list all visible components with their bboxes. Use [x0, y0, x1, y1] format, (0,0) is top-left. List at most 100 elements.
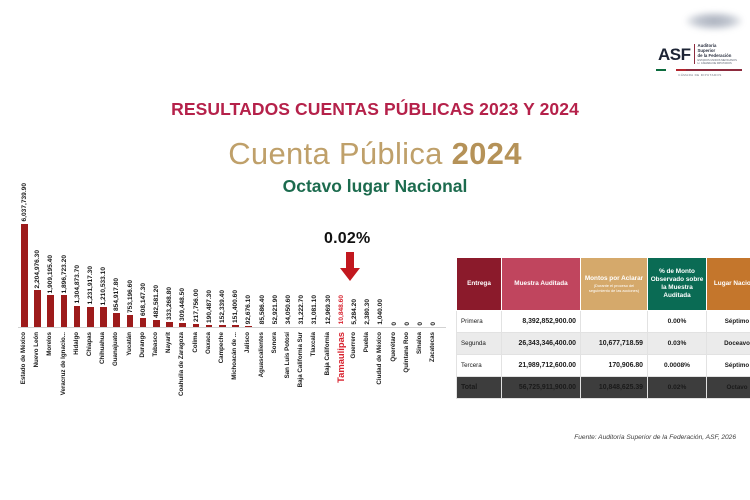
bar-category-label-slot: Sinaloa — [414, 332, 427, 406]
bar-category-label-slot: Quintana Roo — [401, 332, 414, 406]
bar — [232, 325, 239, 328]
asf-logo-mark: ASF — [658, 44, 691, 64]
bar-category-label-slot: Puebla — [361, 332, 374, 406]
bar-category-label-slot: Nuevo León — [31, 332, 44, 406]
bar-value-label: 152,339.40 — [219, 290, 226, 324]
bar-category-label: Zacatecas — [429, 332, 437, 362]
summary-table-container: Entrega Muestra Auditada Montos por Acla… — [456, 257, 750, 399]
summary-table-head: Entrega Muestra Auditada Montos por Acla… — [456, 257, 750, 311]
cell-montos-por-aclarar: 170,906.80 — [580, 354, 648, 377]
col-header-lugar-nacional: Lugar Nacional — [706, 257, 750, 311]
bar-category-label: Jalisco — [244, 332, 252, 353]
cuenta-publica-label: Cuenta Pública — [228, 136, 452, 171]
bar-category-label-slot: Chihuahua — [97, 332, 110, 406]
table-row: Segunda 26,343,346,400.00 10,677,718.59 0.0… — [456, 332, 750, 355]
bar-category-label-slot: Querétaro — [388, 332, 401, 406]
bar-column: 309,448.50 — [176, 222, 189, 328]
bar-column: 10,848.60 — [335, 222, 348, 328]
bar-column: 85,586.40 — [256, 222, 269, 328]
bar-column: 608,147.30 — [137, 222, 150, 328]
bar-column: 6,037,739.90 — [18, 183, 31, 328]
bar-category-label: Puebla — [363, 332, 371, 353]
bar-value-label: 31,081.10 — [311, 295, 319, 325]
cuenta-publica-heading: Cuenta Pública 2024 — [0, 136, 750, 172]
page-title: RESULTADOS CUENTAS PÚBLICAS 2023 Y 2024 — [171, 99, 579, 119]
asf-logo-footer: CÁMARA DE DIPUTADOS — [678, 72, 722, 77]
bar-value-label: 190,487.30 — [205, 289, 213, 323]
bar-category-label-slot: Tabasco — [150, 332, 163, 406]
bar-category-label: Sonora — [270, 332, 278, 354]
bar-column: 333,268.80 — [163, 222, 176, 328]
bar-category-label-slot: Yucatán — [124, 332, 137, 406]
col-header-pct-monto-observado: % de Monto Observado sobre la Muestra Au… — [647, 257, 707, 311]
bar-value-label: 2,380.30 — [364, 298, 372, 325]
asf-logo-divider — [693, 44, 695, 64]
bar-value-label: 0 — [403, 322, 411, 326]
bar-column: 31,081.10 — [308, 222, 321, 328]
cell-montos-por-aclarar: 10,677,718.59 — [580, 332, 648, 355]
bar-chart: 6,037,739.90 2,204,976.30 1,909,195.40 1,89… — [18, 183, 448, 407]
table-row: Primera 8,392,852,900.00 0.00% Séptimo — [456, 310, 750, 333]
bar-category-label: Morelos — [46, 332, 54, 356]
cell-pct-monto-observado: 0.0008% — [647, 354, 707, 377]
bar-category-label: Chiapas — [86, 332, 93, 357]
col-header-montos-label: Montos por Aclarar — [584, 274, 644, 282]
summary-table: Entrega Muestra Auditada Montos por Acla… — [456, 257, 750, 399]
bar-column: 12,969.30 — [322, 222, 335, 328]
bar-column: 1,909,195.40 — [44, 222, 57, 328]
bar — [219, 325, 226, 328]
bar-category-label-slot: Hidalgo — [71, 332, 84, 406]
callout-percentage: 0.02% — [324, 230, 371, 247]
bar-category-label-slot: Campeche — [216, 332, 229, 406]
bar — [34, 290, 41, 328]
top-right-blur-artifact — [686, 12, 742, 30]
asf-logo-line2: Superior — [697, 48, 716, 54]
bar-category-label: Querétaro — [389, 332, 397, 362]
bar-value-label: 753,196.60 — [126, 280, 134, 314]
asf-logo: ASF Auditoría Superior de la Federación … — [656, 41, 744, 81]
bar-category-label-slot: Zacatecas — [427, 332, 440, 406]
bar-column: 1,304,873.70 — [71, 222, 84, 328]
bar-category-label: Baja California Sur — [297, 332, 305, 388]
bar — [21, 224, 28, 328]
bar-category-label: Oaxaca — [204, 332, 212, 355]
bar-category-label: Nuevo León — [33, 332, 41, 368]
bar-category-label-slot: Sonora — [269, 332, 282, 406]
bar-category-label-slot: Morelos — [44, 332, 57, 406]
bar-column: 34,050.60 — [282, 222, 295, 328]
cell-montos-por-aclarar — [580, 310, 648, 333]
bar-category-label-slot: Veracruz de Ignacio... — [58, 332, 71, 406]
bar-column: 0 — [401, 222, 414, 328]
cell-muestra-auditada: 8,392,852,900.00 — [501, 310, 581, 333]
cell-pct-monto-observado-total: 0.02% — [647, 376, 707, 399]
bar-category-label: Hidalgo — [72, 332, 80, 355]
bar-value-label: 52,921.90 — [271, 295, 279, 325]
bar-category-label: Chihuahua — [99, 332, 107, 364]
bar-column: 152,339.40 — [216, 222, 229, 328]
asf-logo-line3: de la Federación — [697, 53, 732, 59]
bar-category-label-slot: Jalisco — [242, 332, 255, 406]
bar-category-label-slot: Guerrero — [348, 332, 361, 406]
bar-category-label: Tlaxcala — [310, 332, 318, 357]
bar-column: 151,400.60 — [229, 222, 242, 328]
bar-category-label-slot: Baja California — [322, 332, 335, 406]
bar-column: 2,380.30 — [361, 222, 374, 328]
bar-category-label-slot: Ciudad de México — [374, 332, 387, 406]
bar-category-label-slot: Estado de México — [18, 332, 31, 406]
bar-category-label: Campeche — [218, 332, 225, 364]
bar-value-label: 854,917.80 — [113, 278, 121, 312]
col-header-montos-por-aclarar: Montos por Aclarar (Durante el proceso d… — [580, 257, 648, 311]
bar-category-label-slot: Coahuila de Zaragoza — [176, 332, 189, 406]
cell-entrega: Tercera — [456, 354, 502, 377]
bar-category-label: Durango — [138, 332, 146, 358]
bar — [166, 322, 173, 328]
cell-pct-monto-observado: 0.00% — [647, 310, 707, 333]
cell-lugar-nacional: Séptimo — [706, 354, 750, 377]
bar-column: 1,231,917.30 — [84, 222, 97, 328]
chart-plot-area: 6,037,739.90 2,204,976.30 1,909,195.40 1,89… — [18, 183, 448, 328]
bar-category-label: Quintana Roo — [402, 332, 410, 373]
page-subtitle: Octavo lugar Nacional — [282, 176, 468, 196]
bar-column: 0 — [388, 222, 401, 328]
bar-category-label: Tabasco — [152, 332, 159, 357]
col-header-montos-note: (Durante el proceso del seguimiento de l… — [588, 283, 640, 293]
